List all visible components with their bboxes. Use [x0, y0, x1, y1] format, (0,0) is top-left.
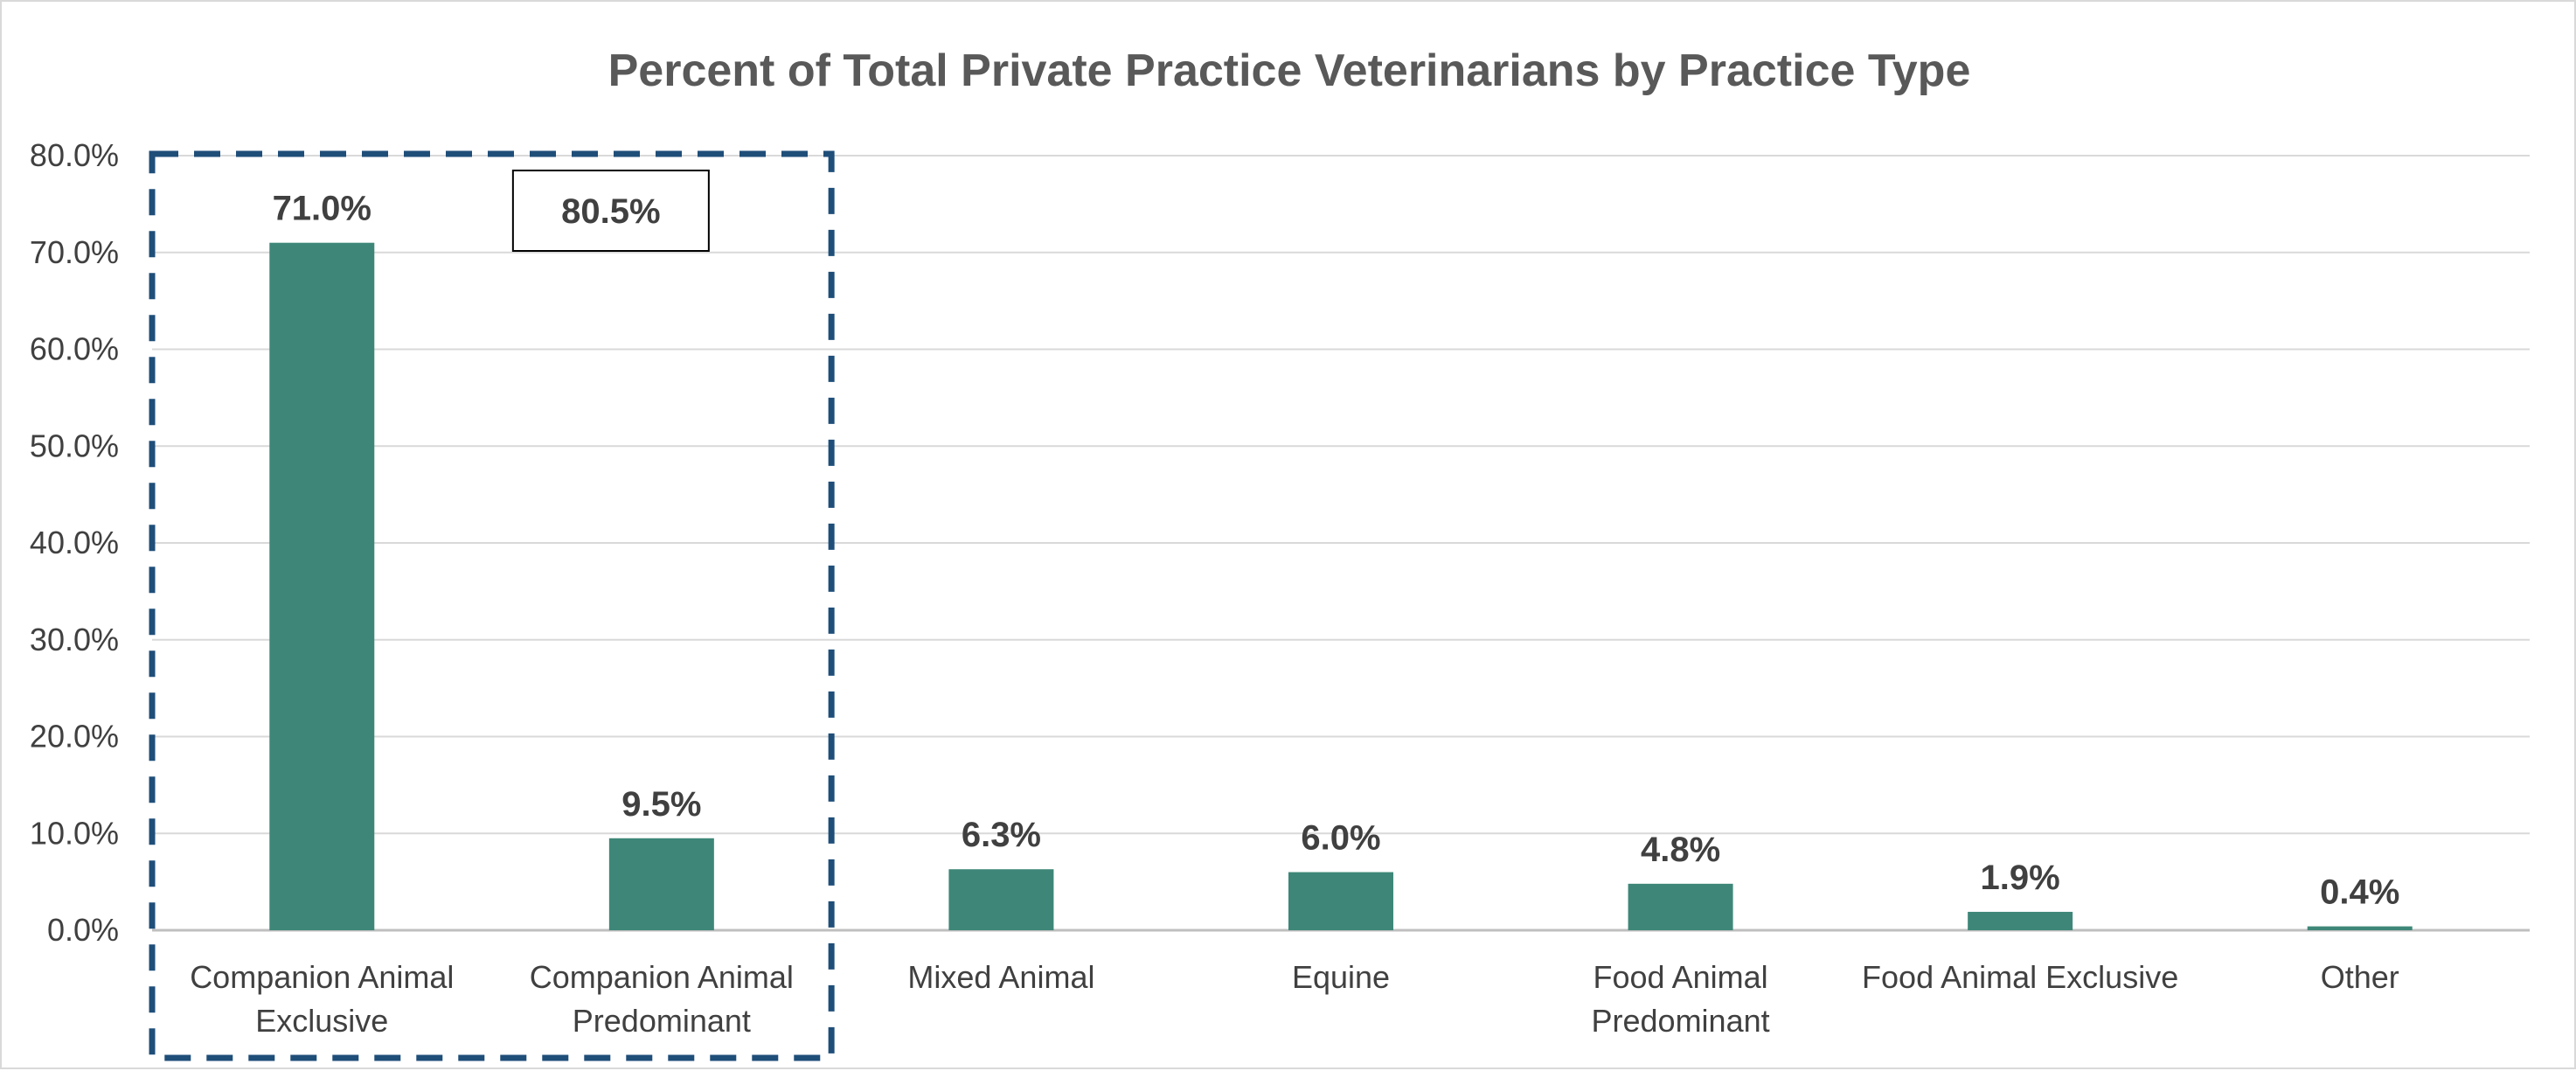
category-label-line: Predominant	[573, 1003, 751, 1039]
category-label-line: Equine	[1292, 959, 1390, 995]
bar	[608, 838, 714, 930]
y-tick-label: 50.0%	[30, 428, 119, 463]
category-label-line: Food Animal	[1594, 959, 1768, 995]
gridlines	[152, 155, 2530, 932]
bar	[1288, 872, 1393, 930]
callout-dashed-border	[149, 150, 835, 1061]
y-tick-label: 60.0%	[30, 331, 119, 367]
category-label-line: Exclusive	[255, 1003, 388, 1039]
bar	[2307, 926, 2413, 930]
y-tick-label: 70.0%	[30, 234, 119, 270]
chart-title: Percent of Total Private Practice Veteri…	[608, 45, 1971, 96]
category-label: Mixed Animal	[907, 959, 1094, 995]
y-tick-label: 10.0%	[30, 815, 119, 851]
category-label: Companion Animal Predominant	[530, 959, 794, 1039]
category-label-line: Other	[2321, 959, 2399, 995]
value-label: 1.9%	[1981, 859, 2060, 897]
value-label: 6.0%	[1301, 819, 1380, 858]
value-labels: 71.0% 9.5% 6.3% 6.0% 4.8% 1.9% 0.4%	[273, 190, 2400, 912]
value-label: 71.0%	[273, 190, 371, 228]
y-tick-label: 40.0%	[30, 525, 119, 560]
bar	[269, 242, 375, 930]
category-label: Equine	[1292, 959, 1390, 995]
category-label-line: Predominant	[1592, 1003, 1770, 1039]
callout-group: 80.5%	[149, 150, 835, 1061]
value-label: 4.8%	[1641, 831, 1720, 869]
callout-total-label: 80.5%	[561, 192, 660, 231]
y-tick-label: 30.0%	[30, 622, 119, 657]
category-label: Food Animal Predominant	[1592, 959, 1770, 1039]
callout-total-box	[511, 170, 710, 252]
value-label: 9.5%	[621, 785, 701, 824]
category-label: Food Animal Exclusive	[1862, 959, 2178, 995]
y-tick-label: 0.0%	[47, 912, 119, 948]
value-label: 6.3%	[962, 816, 1041, 854]
bar	[948, 869, 1054, 930]
y-axis-ticks: 0.0% 10.0% 20.0% 30.0% 40.0% 50.0% 60.0% 70.0% 8…	[30, 137, 119, 948]
category-label-line: Companion Animal	[190, 959, 454, 995]
category-label-line: Companion Animal	[530, 959, 794, 995]
y-tick-label: 80.0%	[30, 137, 119, 173]
bar	[1968, 911, 2073, 930]
y-tick-label: 20.0%	[30, 719, 119, 755]
category-label: Other	[2321, 959, 2399, 995]
category-label-line: Food Animal Exclusive	[1862, 959, 2178, 995]
bar	[1628, 883, 1733, 930]
category-label: Companion Animal Exclusive	[190, 959, 454, 1039]
category-label-line: Mixed Animal	[907, 959, 1094, 995]
value-label: 0.4%	[2320, 873, 2399, 912]
bars	[269, 242, 2413, 930]
